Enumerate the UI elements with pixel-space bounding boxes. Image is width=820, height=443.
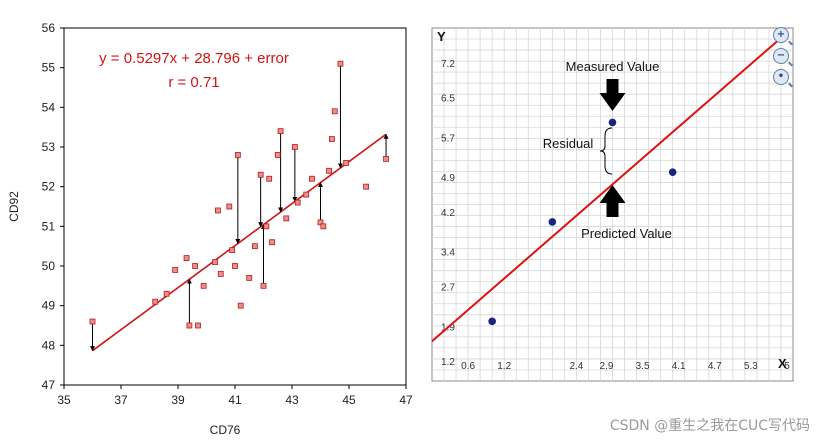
data-point: [263, 223, 270, 230]
y-tick-label: 49: [42, 299, 56, 313]
equation-annotation: y = 0.5297x + 28.796 + error: [99, 50, 289, 67]
data-point: [192, 263, 199, 269]
y-tick-label: 5.7: [441, 133, 455, 144]
data-point: [89, 318, 96, 325]
x-tick-label: 5.3: [744, 361, 758, 372]
data-point: [234, 152, 241, 158]
measured-value-label: Measured Value: [566, 59, 660, 74]
data-point: [326, 167, 332, 174]
data-point: [152, 298, 159, 305]
data-point: [257, 171, 264, 178]
zoom-in-icon[interactable]: +: [773, 27, 789, 43]
y-tick-label: 6.5: [441, 94, 455, 105]
y-tick-label: 7.2: [441, 59, 455, 70]
y-tick-label: 50: [42, 259, 56, 273]
x-tick-label: 4.1: [672, 361, 686, 372]
y-tick-label: 48: [42, 338, 56, 352]
y-tick-label: 53: [42, 140, 56, 154]
data-point: [200, 282, 207, 289]
data-point: [269, 239, 275, 246]
y-axis-label: Y: [437, 29, 446, 44]
data-point: [294, 199, 301, 206]
x-tick-label: 41: [228, 393, 242, 407]
data-point: [217, 271, 224, 277]
data-point: [232, 263, 238, 269]
data-point: [328, 136, 335, 142]
data-point: [274, 152, 281, 158]
data-point: [212, 259, 218, 265]
data-point: [246, 274, 253, 281]
x-tick-label: 2.9: [600, 361, 614, 372]
data-point: [291, 144, 298, 150]
measured-value-arrow: [599, 79, 626, 111]
data-point: [309, 175, 315, 182]
zoom-reset-icon[interactable]: •: [773, 69, 789, 85]
x-axis-label: CD76: [210, 423, 241, 437]
residual-brace: [599, 127, 613, 175]
y-tick-label: 2.7: [441, 283, 455, 294]
y-tick-label: 1.2: [441, 357, 455, 368]
y-tick-label: 4.2: [441, 208, 455, 219]
data-point: [186, 322, 193, 329]
correlation-annotation: r = 0.71: [168, 74, 219, 91]
predicted-value-label: Predicted Value: [581, 226, 672, 241]
data-point: [283, 215, 290, 222]
x-axis-label: X: [778, 356, 787, 371]
data-point: [183, 255, 190, 261]
x-tick-label: 47: [399, 393, 413, 407]
x-tick-label: 2.4: [569, 361, 583, 372]
y-tick-label: 3.4: [441, 248, 455, 259]
x-tick-label: 39: [171, 393, 185, 407]
data-point: [226, 203, 233, 210]
data-point: [343, 159, 350, 166]
x-tick-label: 3.5: [636, 361, 650, 372]
x-tick-label: 37: [114, 393, 128, 407]
data-point: [320, 223, 327, 230]
y-tick-label: 56: [42, 21, 56, 35]
data-point: [172, 267, 179, 273]
y-tick-label: 47: [42, 378, 56, 392]
watermark: CSDN @重生之我在CUC写代码: [609, 418, 810, 434]
x-tick-label: 4.7: [708, 361, 722, 372]
y-tick-label: 54: [42, 100, 56, 114]
data-point: [237, 302, 244, 309]
data-point: [488, 317, 496, 326]
data-point: [252, 243, 258, 250]
x-tick-label: 0.6: [461, 361, 475, 372]
data-point: [331, 108, 338, 115]
predicted-value-arrow: [599, 185, 626, 217]
x-tick-label: 45: [342, 393, 356, 407]
x-tick-label: 1.2: [497, 361, 511, 372]
regression-line: [431, 37, 782, 342]
x-tick-label: 35: [57, 393, 71, 407]
data-point: [266, 175, 273, 182]
zoom-out-icon[interactable]: −: [773, 48, 789, 64]
data-point: [303, 191, 310, 198]
data-point: [548, 218, 557, 226]
data-point: [163, 290, 170, 297]
zoom-toolbar: + − •: [773, 27, 791, 90]
x-tick-label: 5: [784, 361, 790, 372]
y-axis-label: CD92: [7, 191, 21, 222]
data-point: [363, 183, 370, 190]
data-point: [195, 322, 201, 329]
data-point: [229, 247, 236, 254]
y-tick-label: 4.9: [441, 173, 455, 184]
residual-label: Residual: [543, 136, 594, 151]
y-tick-label: 55: [42, 61, 56, 75]
y-tick-label: 51: [42, 219, 56, 233]
data-point: [668, 168, 677, 176]
data-point: [337, 60, 344, 67]
data-point: [260, 282, 267, 289]
data-point: [214, 207, 221, 214]
y-tick-label: 52: [42, 180, 56, 194]
data-point: [383, 155, 389, 162]
data-point: [608, 118, 617, 127]
x-tick-label: 43: [285, 393, 299, 407]
data-point: [277, 128, 284, 135]
left-regression-chart: 35 37 39 41 43 45 47 47 48 49 50 51 52 53 54 55 56 CD76 CD…: [7, 21, 413, 437]
